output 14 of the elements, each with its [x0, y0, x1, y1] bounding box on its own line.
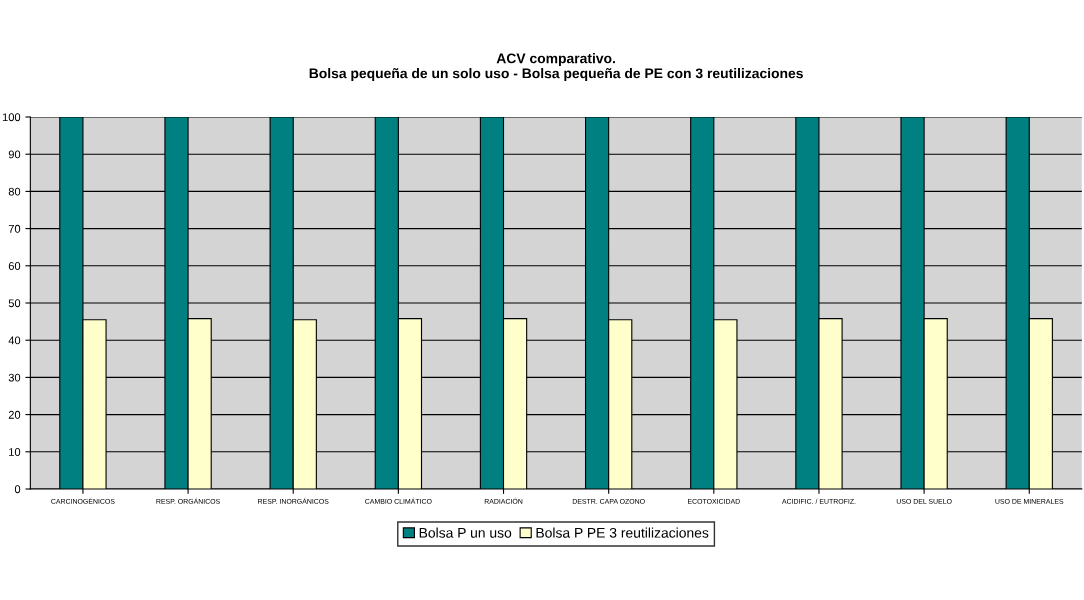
- y-tick-label: 30: [8, 373, 21, 382]
- legend-label: Bolsa P PE 3 reutilizaciones: [536, 527, 709, 538]
- y-tick-label: 40: [8, 336, 21, 345]
- legend-label: Bolsa P un uso: [419, 527, 512, 538]
- y-tick-label: 80: [8, 187, 21, 196]
- y-tick-label: 10: [9, 448, 21, 456]
- y-tick-label: 100: [2, 113, 21, 122]
- y-tick-label: 50: [8, 299, 21, 308]
- y-tick-label: 90: [8, 150, 21, 159]
- y-tick-label: 70: [8, 224, 21, 233]
- y-tick-label: 0: [14, 485, 21, 494]
- y-tick-label: 60: [8, 262, 21, 270]
- y-tick-label: 20: [8, 410, 21, 419]
- chart-title: ACV comparativo. Bolsa pequeña de un solo uso - Bolsa pequeña de PE con 3 reutilizaciones: [309, 53, 803, 81]
